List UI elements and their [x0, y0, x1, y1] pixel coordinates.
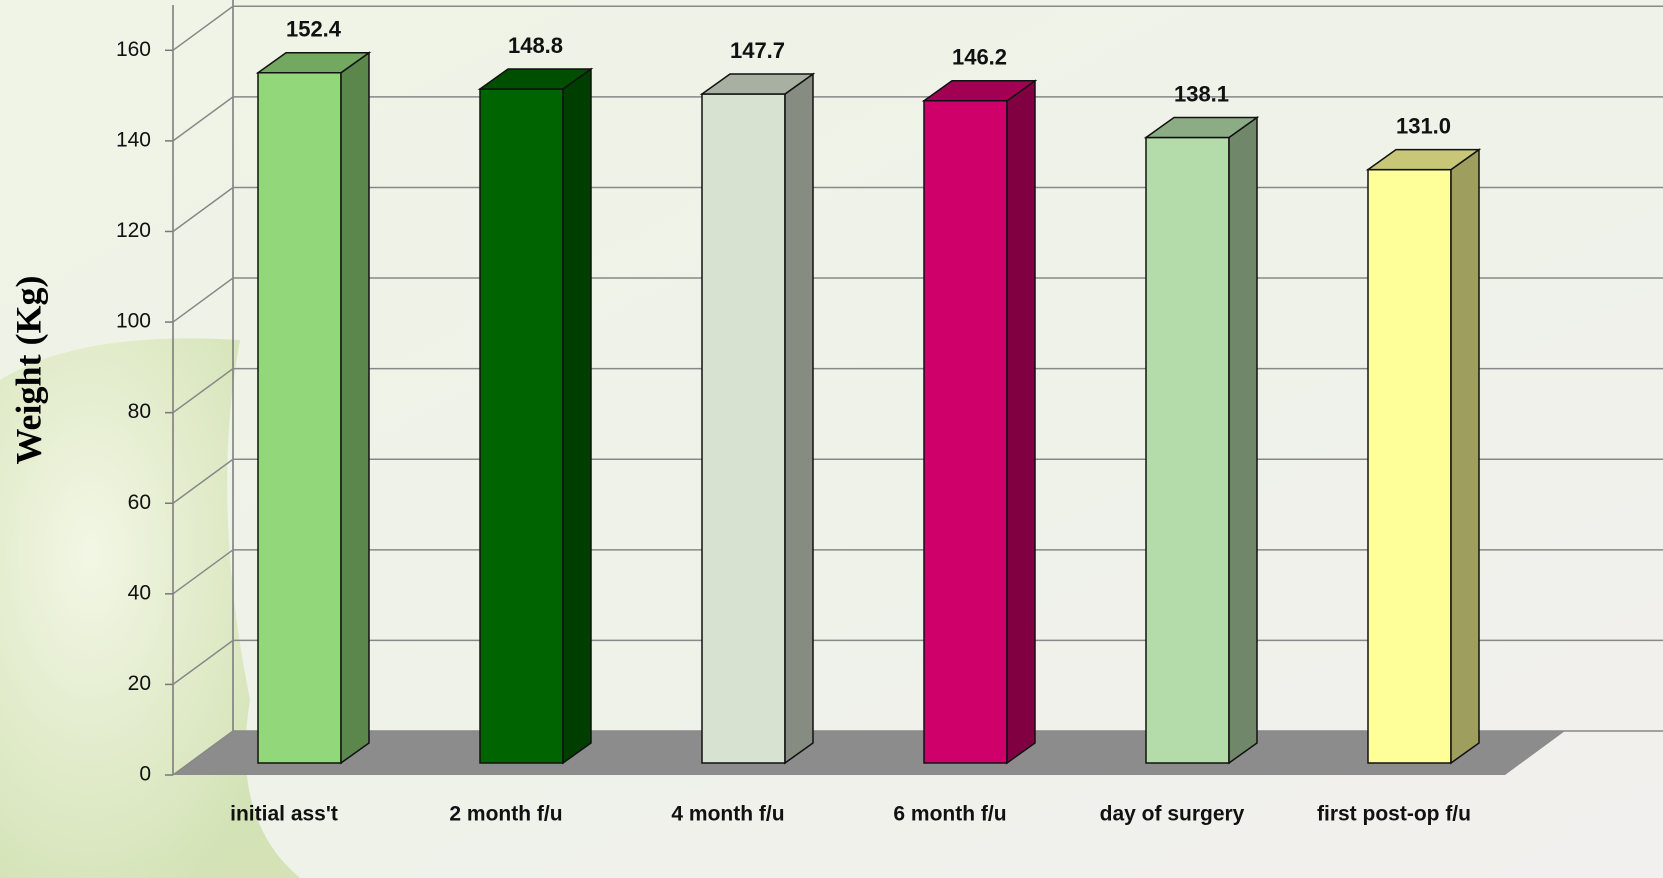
bar-top: [699, 73, 816, 95]
bar: [699, 72, 816, 765]
value-label: 152.4: [286, 17, 342, 42]
bar-top: [921, 80, 1038, 102]
bar-side: [562, 67, 592, 765]
y-axis-title: Weight (Kg): [8, 276, 48, 465]
y-tick-label: 160: [116, 38, 151, 61]
bar: [1143, 116, 1260, 765]
bar-top: [255, 51, 372, 74]
bar: [1365, 148, 1482, 765]
value-label: 146.2: [952, 45, 1007, 70]
value-label: 147.7: [730, 38, 785, 63]
bar-top: [1365, 148, 1482, 171]
y-tick-label: 140: [116, 128, 151, 151]
bar-front: [257, 71, 342, 764]
x-tick-label: initial ass't: [230, 803, 338, 826]
y-tick-label: 80: [128, 400, 151, 423]
bar-front: [479, 88, 564, 764]
x-tick-label: 4 month f/u: [671, 803, 784, 826]
bar-top: [477, 68, 594, 90]
y-tick-label: 40: [128, 581, 151, 604]
bar-front: [923, 100, 1008, 764]
y-tick-label: 120: [116, 219, 151, 242]
floor: [173, 731, 1565, 775]
y-tick-label: 60: [128, 491, 151, 514]
bar-side: [784, 72, 814, 765]
grid-line: [172, 5, 1663, 51]
x-tick-label: 2 month f/u: [449, 803, 562, 826]
bar-side: [340, 51, 370, 765]
y-tick-label: 20: [128, 672, 151, 695]
bar-front: [1145, 136, 1230, 764]
bar-front: [1367, 168, 1452, 764]
x-tick-label: day of surgery: [1100, 803, 1245, 826]
y-tick-label: 100: [116, 310, 151, 333]
bar-side: [1228, 116, 1258, 765]
value-label: 131.0: [1396, 113, 1451, 138]
bar: [477, 67, 594, 765]
bar-side: [1006, 79, 1036, 765]
bar-front: [701, 93, 786, 764]
x-tick-label: 6 month f/u: [893, 803, 1006, 826]
grid-line: [172, 96, 1663, 142]
bar: [921, 79, 1038, 765]
y-tick-label: 0: [139, 763, 151, 786]
bar-top: [1143, 116, 1260, 139]
value-label: 138.1: [1174, 81, 1229, 106]
x-tick-label: first post-op f/u: [1317, 803, 1471, 826]
bar-side: [1450, 148, 1480, 765]
bar: [255, 51, 372, 765]
value-label: 148.8: [508, 33, 563, 58]
